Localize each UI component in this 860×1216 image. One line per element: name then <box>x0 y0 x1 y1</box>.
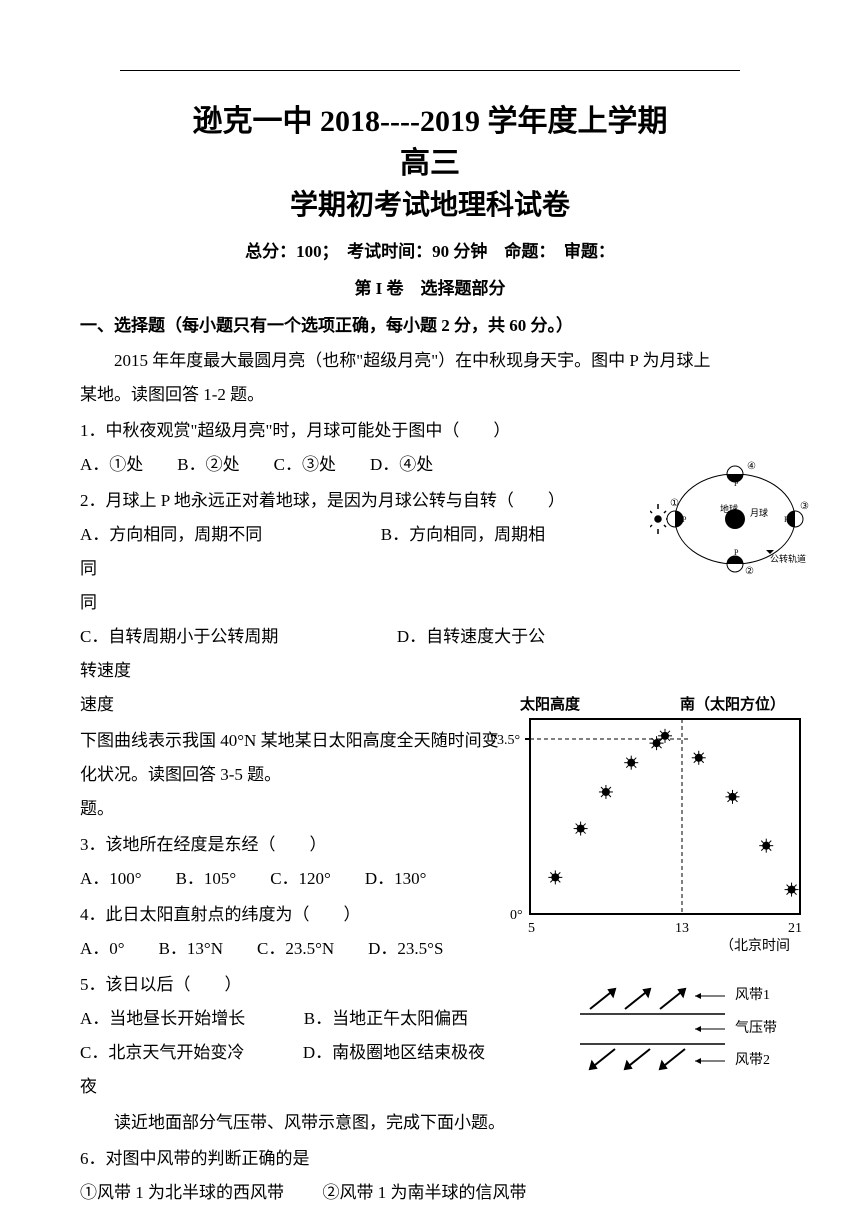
q6-stmt-1: ①风带 1 为北半球的西风带 <box>80 1183 284 1202</box>
question-3-options: A．100° B．105° C．120° D．130° <box>80 862 510 896</box>
sun-dir-title: 南（太阳方位） <box>680 695 785 713</box>
q5-opt-c: C．北京天气开始变冷 <box>80 1043 244 1062</box>
passage-2: 下图曲线表示我国 40°N 某地某日太阳高度全天随时间变化状况。读图回答 3-5… <box>80 724 510 792</box>
moon-label: 月球 <box>750 507 768 518</box>
svg-text:13: 13 <box>675 921 689 936</box>
title-exam: 学期初考试地理科试卷 <box>80 185 780 227</box>
svg-text:21: 21 <box>788 921 802 936</box>
svg-text:④: ④ <box>747 461 756 472</box>
svg-text:5: 5 <box>528 921 535 936</box>
q2-opt-a: A．方向相同，周期不同 <box>80 525 262 544</box>
question-3: 3．该地所在经度是东经（ ） <box>80 828 510 862</box>
q2-opt-c: C．自转周期小于公转周期 <box>80 627 278 646</box>
x-label: （北京时间 <box>720 938 790 954</box>
question-6-12: ①风带 1 为北半球的西风带 ②风带 1 为南半球的信风带 <box>80 1176 560 1210</box>
orbit-label: 公转轨道 <box>770 553 806 564</box>
section-1-title: 一、选择题（每小题只有一个选项正确，每小题 2 分，共 60 分。） <box>80 311 780 336</box>
question-5-ab: A．当地昼长开始增长 B．当地正午太阳偏西 <box>80 1002 510 1036</box>
wind-band1-label: 风带1 <box>735 987 770 1003</box>
title-grade: 高三 <box>80 143 780 185</box>
wind-band2-label: 风带2 <box>735 1052 770 1068</box>
svg-text:P: P <box>734 479 739 488</box>
svg-text:②: ② <box>745 566 754 577</box>
q5-opt-a: A．当地昼长开始增长 <box>80 1009 245 1028</box>
top-divider <box>120 70 740 71</box>
sun-altitude-chart: 太阳高度 南（太阳方位） 73.5° 0° 5 13 21 （北京时间 <box>480 694 810 954</box>
passage-3: 读近地面部分气压带、风带示意图，完成下面小题。 <box>80 1106 560 1140</box>
moon-orbit-diagram: 地球 P ① P ② P ③ P ④ 月球 公转轨 <box>650 454 810 584</box>
question-2-ab: A．方向相同，周期不同 B．方向相同，周期相同 <box>80 518 560 586</box>
title-school: 逊克一中 2018----2019 学年度上学期 <box>80 101 780 143</box>
earth-label: 地球 <box>720 503 738 514</box>
y-max: 73.5° <box>490 733 520 748</box>
y-min: 0° <box>510 908 523 923</box>
sun-y-title: 太阳高度 <box>520 695 581 713</box>
svg-text:P: P <box>784 515 789 524</box>
question-2-cd: C．自转周期小于公转周期 D．自转速度大于公转速度 <box>80 620 560 688</box>
svg-text:P: P <box>682 515 687 524</box>
pressure-label: 气压带 <box>735 1020 777 1036</box>
q6-stmt-2: ②风带 1 为南半球的信风带 <box>323 1183 527 1202</box>
question-6: 6．对图中风带的判断正确的是 <box>80 1142 560 1176</box>
question-1: 1．中秋夜观赏"超级月亮"时，月球可能处于图中（ ） <box>80 414 780 448</box>
question-2: 2．月球上 P 地永远正对着地球，是因为月球公转与自转（ ） <box>80 484 560 518</box>
exam-meta: 总分：100； 考试时间：90 分钟 命题： 审题： <box>80 237 780 262</box>
question-4: 4．此日太阳直射点的纬度为（ ） <box>80 898 510 932</box>
question-5: 5．该日以后（ ） <box>80 968 510 1002</box>
q5-ye: 夜 <box>80 1070 780 1104</box>
content-area: 2015 年年度最大最圆月亮（也称"超级月亮"）在中秋现身天宇。图中 P 为月球… <box>80 344 780 1210</box>
wind-belt-diagram: 风带1 气压带 风带2 <box>575 984 795 1074</box>
part-header: 第 I 卷 选择题部分 <box>80 274 780 299</box>
question-5-cd: C．北京天气开始变冷 D．南极圈地区结束极夜 <box>80 1036 510 1070</box>
q5-opt-b: B．当地正午太阳偏西 <box>304 1009 468 1028</box>
svg-text:①: ① <box>670 498 679 509</box>
q2-tong: 同 <box>80 586 780 620</box>
svg-text:P: P <box>734 548 739 557</box>
passage-1: 2015 年年度最大最圆月亮（也称"超级月亮"）在中秋现身天宇。图中 P 为月球… <box>80 344 720 412</box>
q5-opt-d: D．南极圈地区结束极夜 <box>303 1043 485 1062</box>
svg-text:③: ③ <box>800 501 809 512</box>
question-4-options: A．0° B．13°N C．23.5°N D．23.5°S <box>80 932 510 966</box>
